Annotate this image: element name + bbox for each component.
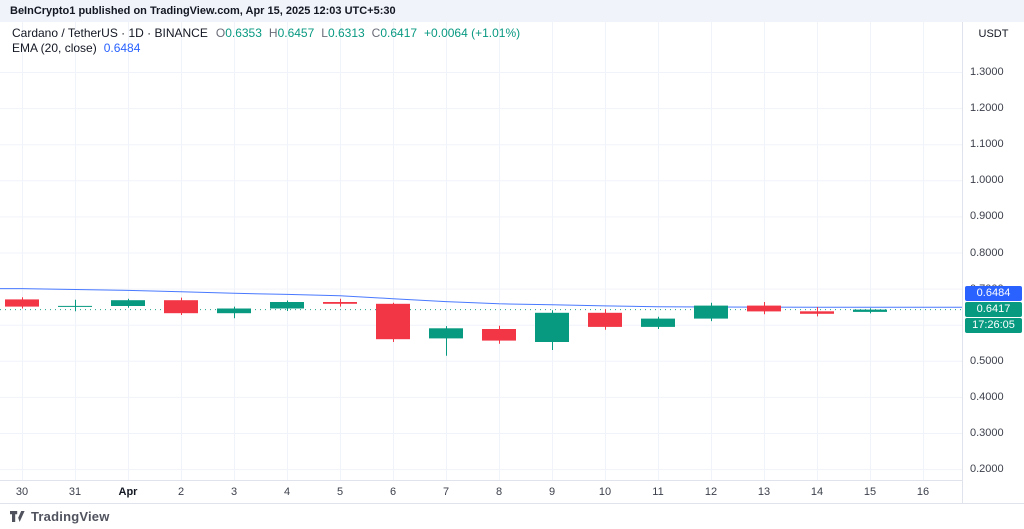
time-tick: 16 <box>916 486 930 498</box>
open-value: O0.6353 <box>215 26 262 40</box>
price-tick: 1.1000 <box>970 138 1004 151</box>
ema-price-badge: 0.6484 <box>965 286 1022 301</box>
time-tick: 7 <box>442 486 450 498</box>
countdown-badge: 17:26:05 <box>965 318 1022 333</box>
chart-legend: Cardano / TetherUS · 1D · BINANCE O0.6353… <box>12 26 520 56</box>
price-tick: 1.0000 <box>970 174 1004 187</box>
low-value: L0.6313 <box>321 26 365 40</box>
time-tick: 3 <box>230 486 238 498</box>
time-tick: 9 <box>548 486 556 498</box>
attribution-text: BeInCrypto1 published on TradingView.com… <box>10 5 396 17</box>
time-tick: 31 <box>68 486 82 498</box>
price-tick: 0.5000 <box>970 354 1004 367</box>
time-tick: 4 <box>283 486 291 498</box>
price-tick: 0.3000 <box>970 427 1004 439</box>
candlestick-chart[interactable] <box>0 22 962 480</box>
price-tick: 0.8000 <box>970 246 1004 259</box>
time-tick: 15 <box>863 486 877 498</box>
ema-indicator-value: 0.6484 <box>103 41 141 55</box>
time-tick: 6 <box>389 486 397 498</box>
time-tick: Apr <box>118 486 138 498</box>
time-tick: 11 <box>652 486 664 498</box>
footer-bar: TradingView <box>0 503 1024 529</box>
chart-area: Cardano / TetherUS · 1D · BINANCE O0.6353… <box>0 22 1024 503</box>
price-axis[interactable]: USDT 1.3000 1.2000 1.1000 1.0000 0.9000 0.800… <box>962 22 1024 503</box>
symbol-title: Cardano / TetherUS · 1D · BINANCE <box>12 26 208 40</box>
last-price-badge: 0.6417 <box>965 302 1022 317</box>
currency-label: USDT <box>978 28 1009 40</box>
time-tick: 13 <box>757 486 771 498</box>
change-value: +0.0064 (+1.01%) <box>424 26 521 40</box>
high-value: H0.6457 <box>268 26 315 40</box>
time-tick: 30 <box>15 486 29 498</box>
attribution-bar: BeInCrypto1 published on TradingView.com… <box>0 0 1024 22</box>
symbol-legend-row: Cardano / TetherUS · 1D · BINANCE O0.6353… <box>12 26 520 41</box>
time-tick: 2 <box>177 486 185 498</box>
time-tick: 5 <box>336 486 344 498</box>
ema-indicator-label: EMA (20, close) <box>12 41 97 55</box>
time-axis[interactable]: 30 31 Apr 2 3 4 5 6 7 8 9 10 11 12 13 14 15 16 <box>0 480 1024 503</box>
time-tick: 8 <box>495 486 503 498</box>
price-tick: 1.3000 <box>970 66 1004 78</box>
time-tick: 12 <box>704 486 718 498</box>
tradingview-logo-icon[interactable] <box>10 511 25 522</box>
price-tick: 1.2000 <box>970 102 1004 115</box>
price-tick: 0.2000 <box>970 463 1004 476</box>
price-tick: 0.9000 <box>970 210 1004 223</box>
tradingview-brand[interactable]: TradingView <box>31 509 110 524</box>
time-tick: 14 <box>810 486 824 498</box>
ema-legend-row: EMA (20, close) 0.6484 <box>12 41 520 56</box>
close-value: C0.6417 <box>371 26 418 40</box>
time-tick: 10 <box>598 486 612 498</box>
price-tick: 0.4000 <box>970 390 1004 403</box>
